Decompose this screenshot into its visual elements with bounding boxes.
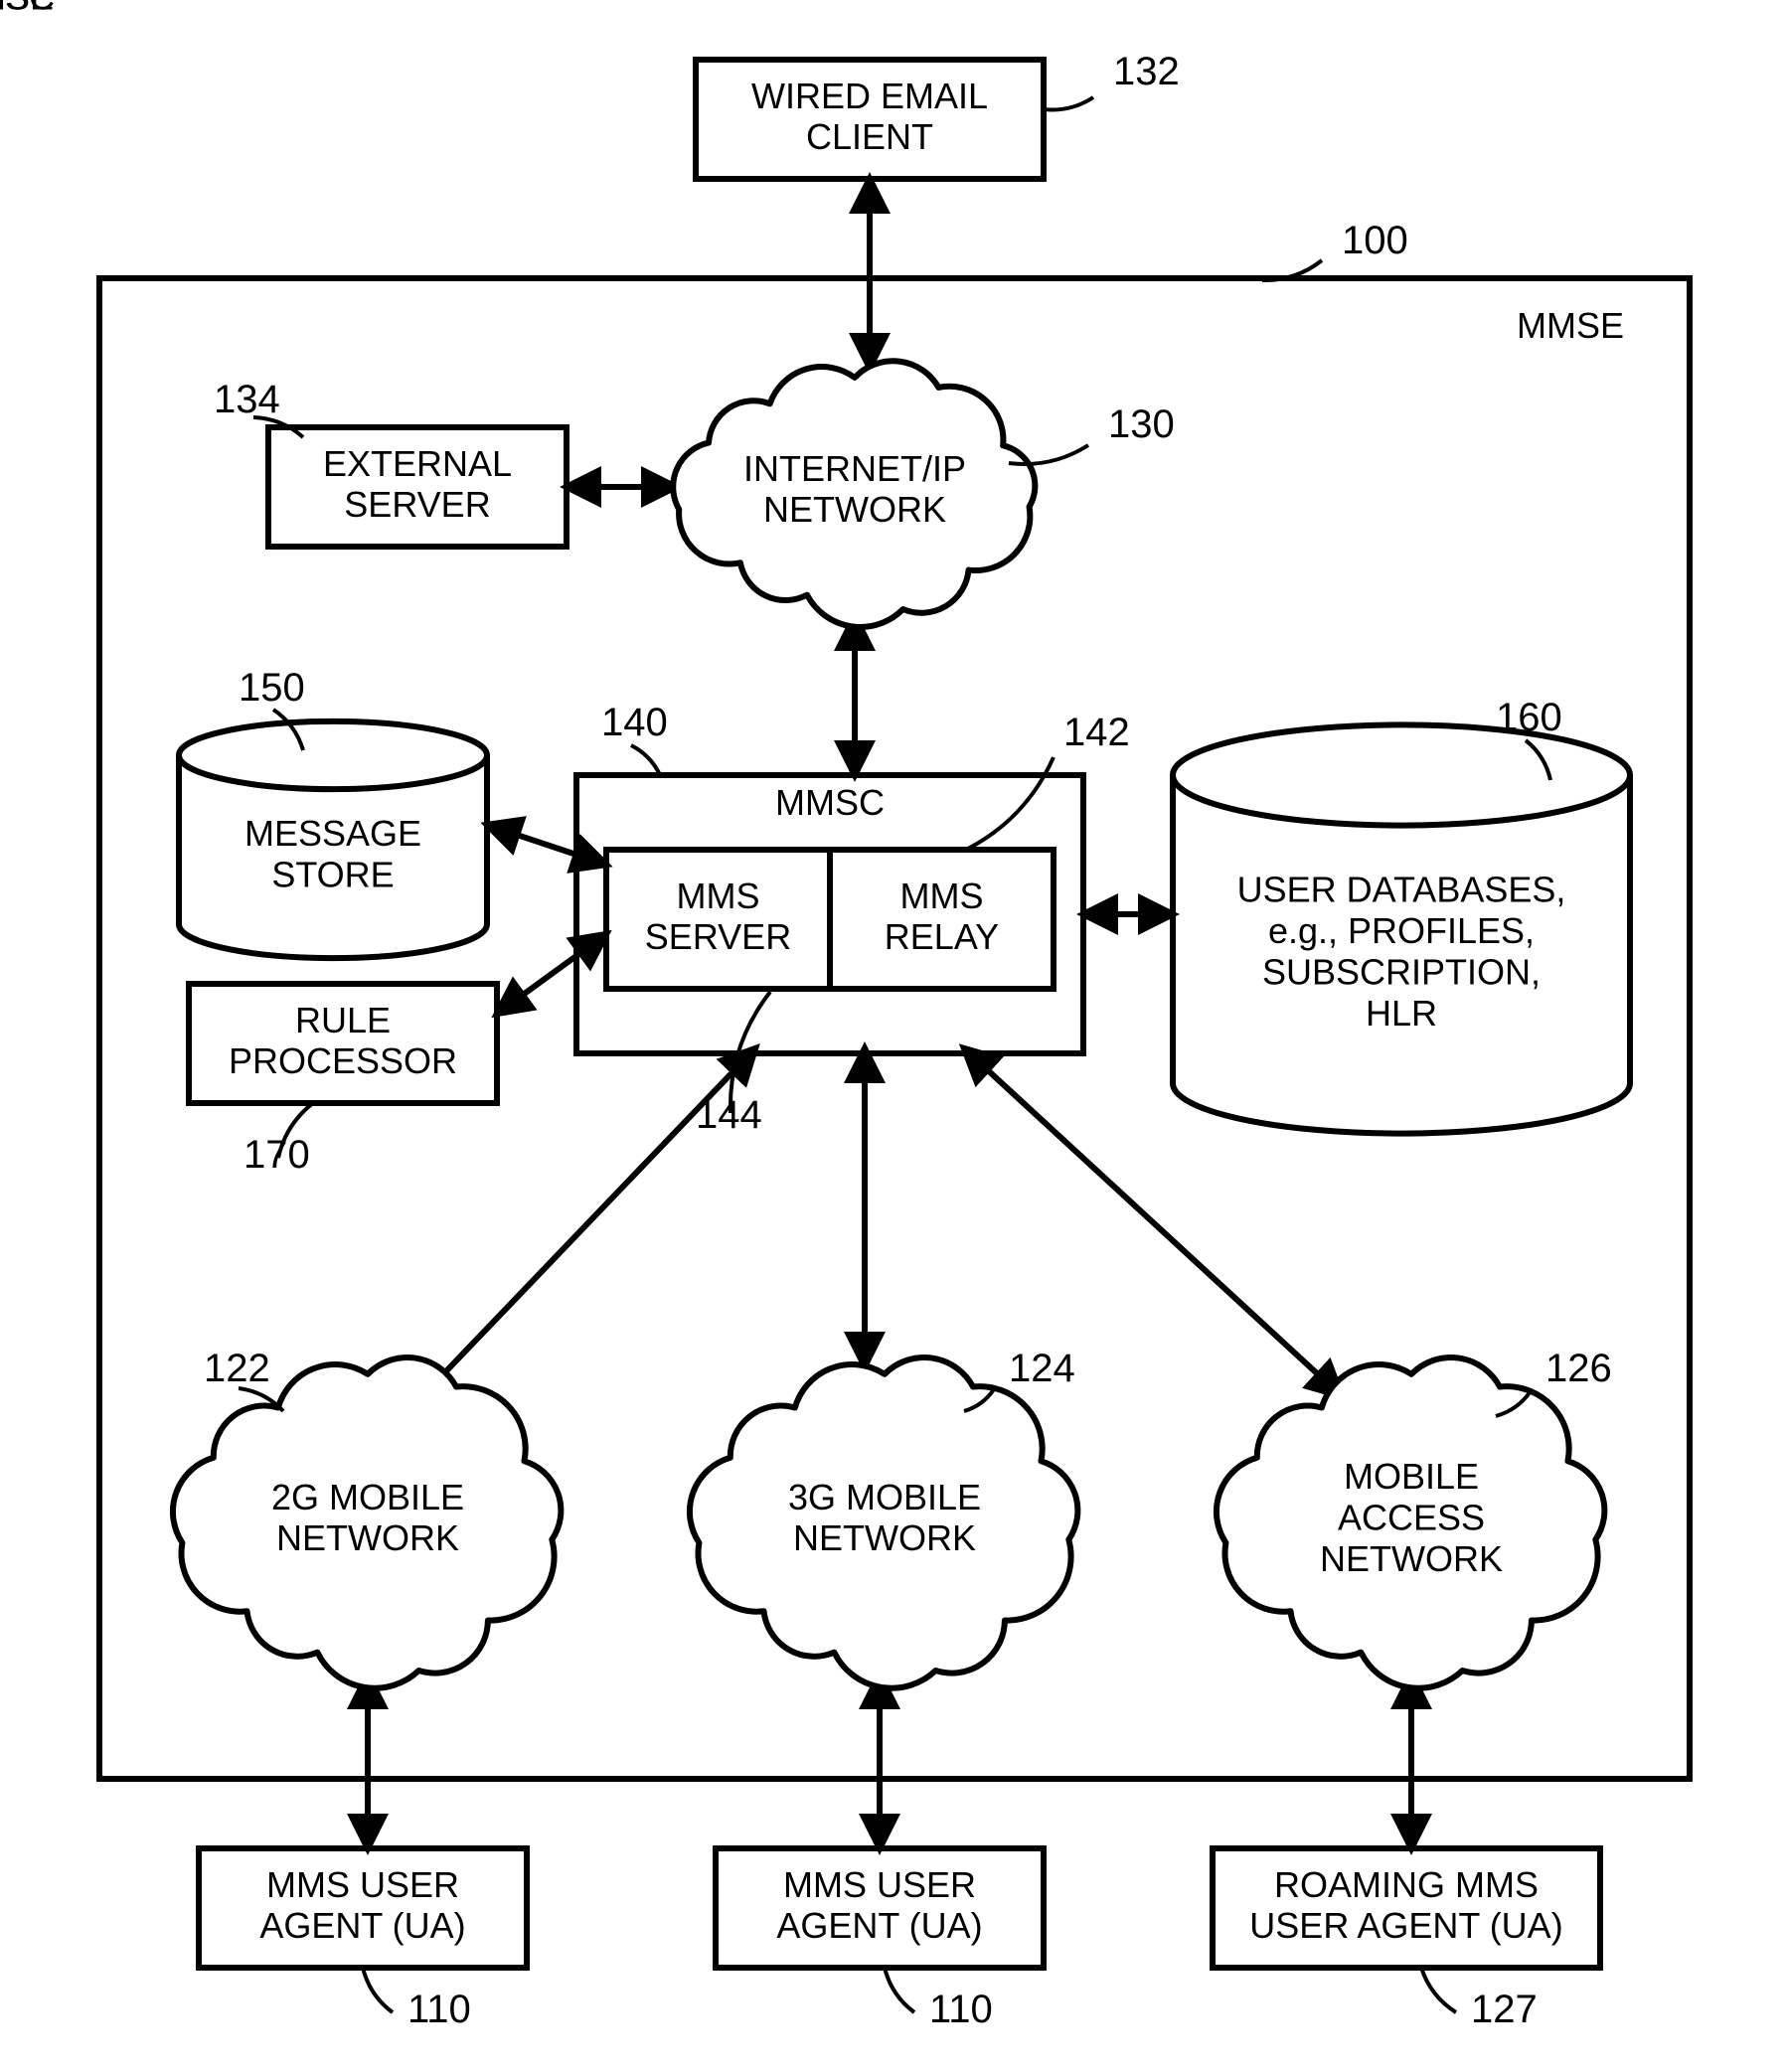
svg-text:NETWORK: NETWORK bbox=[793, 1517, 976, 1558]
svg-text:NETWORK: NETWORK bbox=[1320, 1538, 1503, 1579]
svg-text:STORE: STORE bbox=[271, 854, 394, 894]
svg-text:150: 150 bbox=[239, 666, 305, 710]
svg-text:110: 110 bbox=[929, 1988, 993, 2031]
svg-text:ACCESS: ACCESS bbox=[1338, 1498, 1485, 1538]
svg-text:MOBILE: MOBILE bbox=[1344, 1456, 1479, 1497]
svg-text:127: 127 bbox=[1471, 1988, 1538, 2031]
svg-text:WIRED EMAIL: WIRED EMAIL bbox=[751, 76, 988, 116]
svg-text:AGENT (UA): AGENT (UA) bbox=[259, 1905, 465, 1946]
svg-text:100: 100 bbox=[1342, 219, 1408, 262]
svg-text:110: 110 bbox=[407, 1988, 471, 2031]
svg-text:124: 124 bbox=[1009, 1347, 1075, 1390]
svg-text:MESSAGE: MESSAGE bbox=[244, 813, 421, 854]
svg-text:INTERNET/IP: INTERNET/IP bbox=[743, 448, 966, 489]
svg-text:126: 126 bbox=[1545, 1347, 1612, 1390]
svg-text:USER AGENT (UA): USER AGENT (UA) bbox=[1249, 1905, 1562, 1946]
svg-text:3G MOBILE: 3G MOBILE bbox=[788, 1477, 981, 1517]
svg-text:RULE: RULE bbox=[295, 1000, 391, 1040]
svg-text:160: 160 bbox=[1496, 696, 1562, 739]
svg-text:MMSC: MMSC bbox=[775, 782, 885, 823]
svg-text:e.g., PROFILES,: e.g., PROFILES, bbox=[1268, 910, 1535, 951]
svg-text:140: 140 bbox=[601, 701, 668, 744]
svg-text:SERVER: SERVER bbox=[645, 916, 791, 957]
svg-text:142: 142 bbox=[1063, 711, 1130, 754]
svg-text:AGENT (UA): AGENT (UA) bbox=[776, 1905, 982, 1946]
svg-text:MMS USER: MMS USER bbox=[783, 1864, 976, 1905]
svg-text:2G MOBILE: 2G MOBILE bbox=[271, 1477, 464, 1517]
svg-text:MMSE: MMSE bbox=[1517, 305, 1624, 346]
mmse-architecture-diagram: WIRED EMAILCLIENTMMSEEXTERNALSERVERINTER… bbox=[0, 0, 1787, 2072]
svg-text:NETWORK: NETWORK bbox=[276, 1517, 459, 1558]
svg-text:122: 122 bbox=[204, 1347, 270, 1390]
svg-text:RELAY: RELAY bbox=[885, 916, 999, 957]
svg-text:NETWORK: NETWORK bbox=[763, 489, 946, 530]
svg-text:MMS: MMS bbox=[677, 876, 760, 916]
svg-text:170: 170 bbox=[244, 1133, 310, 1177]
svg-text:SERVER: SERVER bbox=[344, 484, 490, 525]
svg-text:MMS: MMS bbox=[900, 876, 984, 916]
svg-text:HLR: HLR bbox=[1366, 993, 1437, 1034]
svg-text:ROAMING MMS: ROAMING MMS bbox=[1274, 1864, 1539, 1905]
svg-text:132: 132 bbox=[1113, 50, 1180, 93]
svg-text:USER DATABASES,: USER DATABASES, bbox=[1237, 870, 1566, 910]
svg-text:EXTERNAL: EXTERNAL bbox=[323, 443, 512, 484]
svg-text:MMS USER: MMS USER bbox=[266, 1864, 459, 1905]
svg-text:130: 130 bbox=[1108, 402, 1175, 446]
svg-text:134: 134 bbox=[214, 378, 280, 421]
svg-text:CLIENT: CLIENT bbox=[806, 116, 933, 157]
svg-text:PROCESSOR: PROCESSOR bbox=[229, 1040, 457, 1081]
svg-text:MMSC: MMSC bbox=[0, 0, 55, 18]
svg-text:SUBSCRIPTION,: SUBSCRIPTION, bbox=[1262, 952, 1541, 993]
